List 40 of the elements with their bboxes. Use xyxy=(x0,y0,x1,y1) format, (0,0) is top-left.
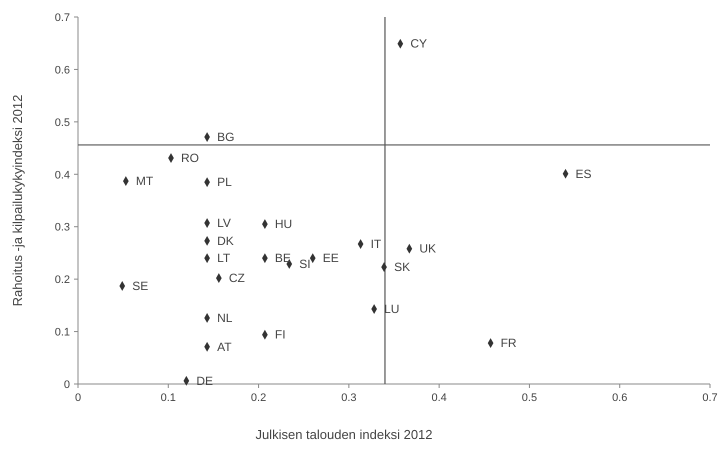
x-tick-label: 0 xyxy=(74,392,82,404)
annotation: LT xyxy=(217,251,231,266)
x-tick-label: 0.3 xyxy=(341,392,357,404)
x-tick-label: 0.2 xyxy=(250,392,266,404)
annotation: SK xyxy=(394,260,410,274)
annotation: CY xyxy=(410,36,427,51)
annotation: LV xyxy=(217,216,231,230)
y-tick-label: 0.5 xyxy=(54,116,70,129)
y-tick-label: 0.7 xyxy=(54,12,70,24)
y-tick-label: 0 xyxy=(64,379,70,391)
annotation: FR xyxy=(500,336,517,350)
x-tick-label: 0.1 xyxy=(160,392,176,404)
x-tick-label: 0.4 xyxy=(431,392,447,404)
annotation: IT xyxy=(370,237,382,252)
annotation: HU xyxy=(274,217,292,232)
annotation: EE xyxy=(322,251,339,266)
y-tick-label: 0.1 xyxy=(54,326,70,339)
x-tick-label: 0.7 xyxy=(702,392,718,404)
annotation: UK xyxy=(419,242,436,256)
y-tick-label: 0.2 xyxy=(54,274,70,286)
annotation: MT xyxy=(136,174,154,188)
annotation: SI xyxy=(299,256,311,271)
y-tick-label: 0.6 xyxy=(54,64,70,76)
annotation: NL xyxy=(217,310,233,325)
y-tick-label: 0.4 xyxy=(54,169,70,182)
x-axis-title: Julkisen talouden indeksi 2012 xyxy=(255,427,433,442)
y-tick-label: 0.3 xyxy=(54,222,70,234)
annotation: CZ xyxy=(228,271,245,286)
annotation: BG xyxy=(217,130,234,144)
annotation: SE xyxy=(132,278,148,293)
annotation: FI xyxy=(274,328,286,342)
x-tick-label: 0.5 xyxy=(522,392,538,404)
annotation: BE xyxy=(274,251,291,266)
annotation: AT xyxy=(217,340,232,354)
annotation: RO xyxy=(180,151,199,166)
annotation: ES xyxy=(576,166,592,181)
annotation: DK xyxy=(217,234,234,248)
annotation: PL xyxy=(217,175,232,190)
y-axis-title: Rahoitus -ja kilpailukykyindeksi 2012 xyxy=(10,94,25,306)
x-tick-label: 0.6 xyxy=(612,392,628,404)
